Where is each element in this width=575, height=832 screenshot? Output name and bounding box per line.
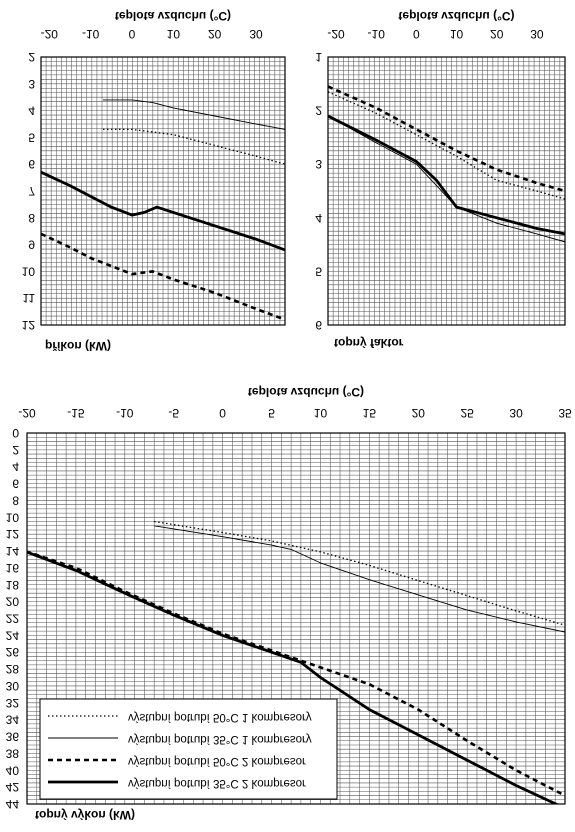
x-tick-label: 35	[558, 406, 572, 420]
y-tick-label: 44	[6, 797, 20, 811]
y-tick-label: 36	[6, 730, 20, 744]
y-tick-label: 8	[12, 493, 19, 507]
series-line-35-1	[103, 99, 285, 130]
x-tick-label: 30	[530, 27, 544, 41]
legend-label-35-1: výstupní potrubí 35°C 1 kompresory	[128, 733, 312, 745]
legend-label-35-2: výstupní potrubí 35°C 2 kompresor	[128, 777, 306, 789]
chart-title: teplota vzduchu (°C)	[115, 9, 231, 23]
series-line-35-1	[328, 115, 565, 243]
y-tick-label: 10	[22, 264, 36, 278]
grid	[327, 56, 566, 326]
y-tick-label: 0	[12, 426, 19, 440]
y-axis-label: příkon (kW)	[45, 339, 111, 353]
x-tick-label: 5	[268, 406, 275, 420]
x-tick-label: -20	[327, 27, 345, 41]
x-tick-label: 10	[167, 27, 181, 41]
y-axis-label: topný faktor	[334, 336, 404, 350]
y-tick-label: 26	[6, 645, 20, 659]
series-line-35-1	[154, 525, 565, 633]
series-line-50-1	[103, 128, 285, 165]
x-tick-label: 0	[413, 27, 420, 41]
x-tick-label: 25	[461, 406, 475, 420]
series-line-35-2	[27, 550, 560, 804]
y-tick-label: 42	[6, 780, 20, 794]
x-tick-label: -15	[67, 406, 85, 420]
y-tick-label: 6	[315, 318, 322, 332]
y-tick-label: 3	[315, 157, 322, 171]
y-tick-label: 9	[28, 238, 35, 252]
y-tick-label: 30	[6, 679, 20, 693]
x-tick-label: 30	[509, 406, 523, 420]
chart-title: teplota vzduchu (°C)	[248, 385, 364, 399]
y-tick-label: 10	[6, 510, 20, 524]
plot-frame	[40, 56, 286, 326]
y-tick-label: 20	[6, 595, 20, 609]
chart-title: teplota vzduchu (°C)	[398, 9, 514, 23]
x-tick-label: 30	[249, 27, 263, 41]
series-line-50-1	[328, 91, 565, 200]
x-tick-label: 10	[314, 406, 328, 420]
series-line-50-2	[27, 550, 565, 797]
y-tick-label: 4	[28, 104, 35, 118]
legend-label-50-1: výstupní potrubí 50°C 1 kompresory	[128, 711, 312, 723]
y-tick-label: 16	[6, 561, 20, 575]
y-axis-label: topný výkon (kW)	[35, 808, 135, 822]
x-tick-label: -5	[168, 406, 179, 420]
y-tick-label: 2	[12, 443, 19, 457]
y-tick-label: 7	[28, 184, 35, 198]
y-tick-label: 6	[28, 157, 35, 171]
series-line-50-2	[41, 232, 285, 321]
x-tick-label: 0	[219, 406, 226, 420]
y-tick-label: 12	[6, 527, 20, 541]
chart-faktor: teplota vzduchu (°C) -20 -10 0 10 20 30 1 2 3 4 5 6t…	[315, 9, 566, 350]
series-line-50-1	[154, 520, 565, 626]
x-tick-label: -10	[116, 406, 134, 420]
y-tick-label: 4	[315, 211, 322, 225]
y-tick-label: 38	[6, 746, 20, 760]
y-tick-label: 2	[315, 104, 322, 118]
y-tick-label: 1	[315, 50, 322, 64]
series-group	[27, 520, 565, 804]
y-tick-label: 24	[6, 628, 20, 642]
y-tick-label: 5	[315, 264, 322, 278]
chart-prikon: teplota vzduchu (°C) -20 -10 0 10 20 30 2 3 4 5 6 7 8…	[22, 9, 286, 353]
x-tick-label: 10	[450, 27, 464, 41]
grid	[26, 432, 566, 805]
legend: výstupní potrubí 50°C 1 kompresory výstup…	[39, 698, 338, 800]
y-tick-label: 5	[28, 130, 35, 144]
y-tick-label: 40	[6, 763, 20, 777]
x-tick-label: -10	[368, 27, 386, 41]
y-tick-label: 2	[28, 50, 35, 64]
y-tick-label: 22	[6, 612, 20, 626]
series-line-35-2	[41, 170, 285, 252]
x-tick-label: -20	[41, 27, 59, 41]
series-group	[41, 99, 285, 321]
x-tick-label: 0	[129, 27, 136, 41]
x-tick-label: -10	[82, 27, 100, 41]
chart-vykon: teplota vzduchu (°C)-20 -15 -10 -5 0 5 10 15 20 2…	[6, 385, 572, 822]
x-tick-label: 15	[363, 406, 377, 420]
y-tick-label: 8	[28, 211, 35, 225]
x-tick-label: 20	[412, 406, 426, 420]
y-tick-label: 32	[6, 696, 20, 710]
legend-label-50-2: výstupní potrubí 50°C 2 kompresor	[128, 755, 306, 767]
x-tick-label: 20	[490, 27, 504, 41]
series-group	[328, 85, 565, 243]
y-tick-label: 34	[6, 713, 20, 727]
x-tick-label: 20	[208, 27, 222, 41]
y-tick-label: 3	[28, 77, 35, 91]
y-tick-label: 14	[6, 544, 20, 558]
y-tick-label: 28	[6, 662, 20, 676]
plot-frame	[327, 56, 566, 326]
x-tick-label: -20	[18, 406, 36, 420]
y-tick-label: 11	[23, 291, 36, 305]
y-tick-label: 6	[12, 477, 19, 491]
plot-frame	[26, 432, 566, 805]
y-tick-label: 4	[12, 460, 19, 474]
y-tick-label: 18	[6, 578, 20, 592]
series-line-35-2	[328, 114, 565, 236]
y-tick-label: 12	[22, 318, 36, 332]
